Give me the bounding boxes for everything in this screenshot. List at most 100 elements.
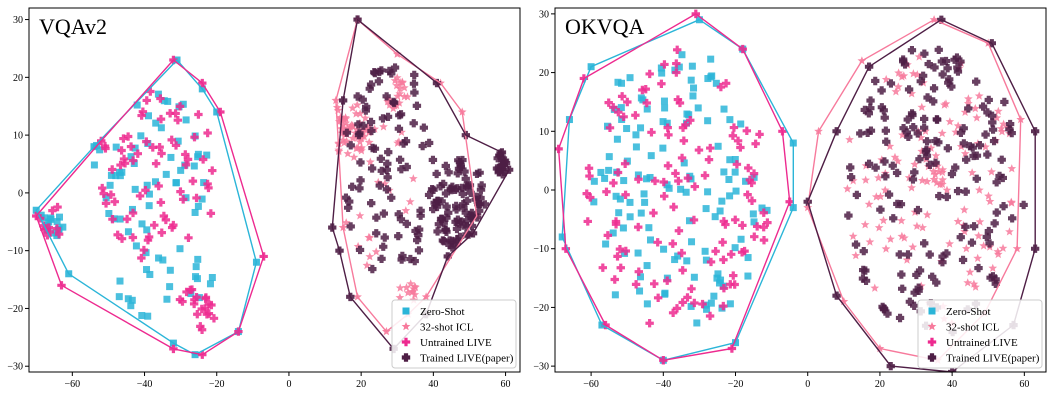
square-point [690,84,698,92]
legend-swatch-square [928,307,936,315]
x-tick-label: 40 [947,379,957,390]
square-point [626,198,634,206]
square-point [687,302,695,310]
x-point [377,254,386,263]
plus-point [690,182,700,191]
square-point [701,247,709,255]
x-point [962,155,971,164]
series-plus [555,9,794,365]
plus-point [716,82,726,92]
square-point [742,177,750,185]
plus-point [663,123,672,132]
x-tick-label: 20 [875,379,885,390]
star-point [953,216,963,226]
star-point [403,92,412,101]
square-point [731,156,739,164]
star-point [870,283,880,292]
x-point [884,190,894,199]
star-point [364,137,374,147]
star-point [999,119,1008,128]
x-point [992,178,1001,187]
square-point [634,171,642,179]
x-point [998,173,1007,183]
convex-hull-plus [35,59,265,356]
square-point [675,63,683,71]
square-point [144,312,152,320]
series-x [328,15,514,354]
x-tick-label: 60 [501,379,511,390]
square-point [166,266,174,274]
star-point [918,223,927,232]
plus-point [729,271,738,280]
x-point [382,92,391,101]
square-point [720,168,728,176]
x-point [397,165,406,174]
x-axis: −60 −40 −20 0 20 40 60 [583,372,1029,390]
x-point [439,218,448,227]
plus-point [653,238,662,247]
plus-point [207,300,216,310]
x-point [871,163,880,172]
square-point [639,96,647,104]
plus-point [192,292,201,302]
square-point [661,104,669,112]
x-point [418,141,427,151]
x-point [396,215,406,224]
x-point [989,136,999,146]
star-point [974,91,984,100]
square-point [615,209,623,217]
x-point [851,240,861,249]
square-point [597,168,605,176]
star-point [918,175,927,185]
plus-point [674,226,684,235]
x-point [453,169,462,178]
star-point [355,109,365,118]
square-point [688,238,696,246]
plus-point [615,244,625,254]
x-point [344,203,353,212]
plus-point [726,250,736,259]
plus-point [752,222,762,231]
plus-point [156,114,166,124]
x-point [367,126,376,136]
plus-point [40,225,49,234]
x-point [459,203,468,212]
x-point [378,114,388,123]
star-point [395,84,405,93]
x-point [355,184,364,193]
star-point [938,165,948,174]
plus-point [743,190,752,199]
star-point [347,120,356,129]
x-point [959,124,968,133]
plus-point [738,221,747,230]
square-point [612,192,620,200]
square-point [116,215,124,223]
legend: Zero-Shot 32-shot ICL Untrained LIVE Traine… [391,299,517,369]
plus-point [128,156,138,165]
square-point [127,153,135,161]
legend-label: Untrained LIVE [946,337,1018,349]
plus-point [159,211,169,221]
plus-point [108,165,117,174]
plus-point [171,141,181,150]
square-point [687,76,695,84]
plus-point [671,169,680,178]
x-point [382,165,391,174]
x-point [419,123,428,132]
x-point [416,206,425,215]
x-point [859,247,868,256]
star-point [962,244,971,253]
x-point [414,246,424,255]
plus-point [730,280,739,289]
plus-point [146,87,155,96]
x-point [882,137,891,146]
x-point [943,64,952,73]
x-point [342,128,351,137]
x-point [372,229,381,238]
x-point [988,111,997,120]
star-point [973,253,983,263]
x-point [866,126,876,135]
x-point [476,185,486,194]
x-point [374,77,384,86]
plus-point [586,193,595,202]
